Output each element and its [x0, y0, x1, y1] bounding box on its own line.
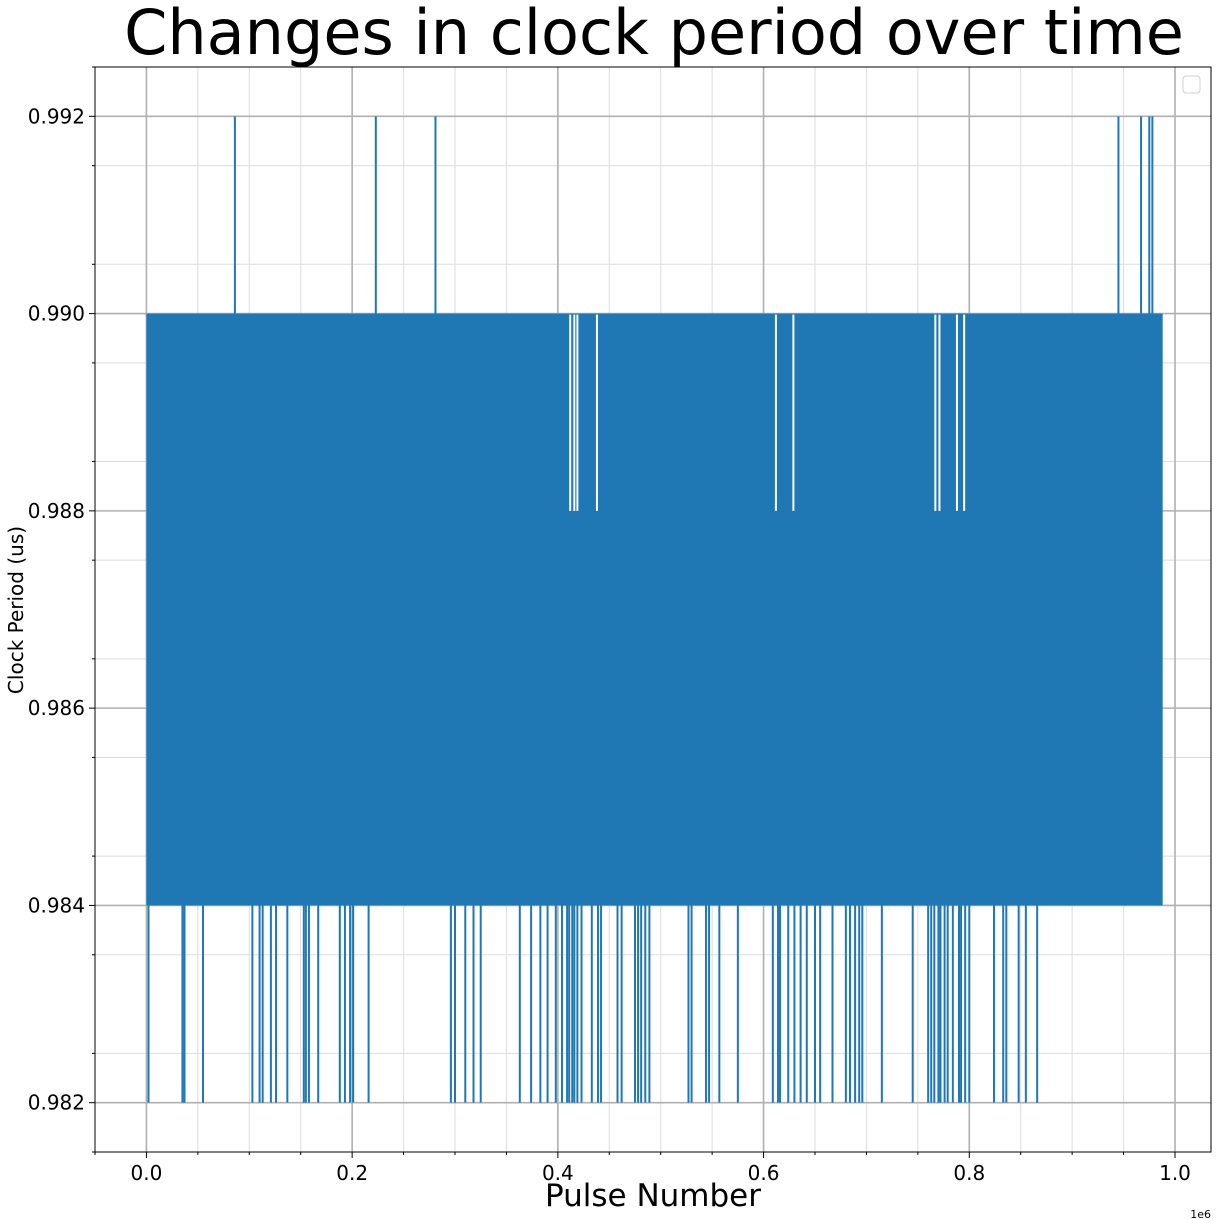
y-tick-label: 0.984 — [28, 893, 85, 917]
legend-box — [1182, 75, 1201, 94]
x-tick-label: 0.2 — [336, 1161, 368, 1185]
x-tick-label: 0.4 — [542, 1161, 574, 1185]
y-axis-label: Clock Period (us) — [4, 526, 28, 694]
y-axis-ticks: 0.982 0.984 0.986 0.988 0.990 0.992 — [28, 66, 95, 1153]
x-tick-label: 0.0 — [131, 1161, 163, 1185]
y-tick-label: 0.988 — [28, 499, 85, 523]
plot-frame — [94, 66, 1212, 1153]
series-dense-band — [146, 313, 1163, 906]
chart-title: Changes in clock period over time — [124, 0, 1184, 69]
y-tick-label: 0.982 — [28, 1091, 85, 1115]
x-axis-label: Pulse Number — [545, 1178, 761, 1214]
x-tick-label: 0.6 — [748, 1161, 780, 1185]
y-tick-label: 0.990 — [28, 302, 85, 326]
x-axis-ticks: 0.0 0.2 0.4 0.6 0.8 1.0 — [94, 1152, 1191, 1185]
series-layer — [146, 116, 1163, 1103]
x-tick-label: 1.0 — [1159, 1161, 1191, 1185]
y-tick-label: 0.992 — [28, 104, 85, 128]
y-tick-label: 0.986 — [28, 696, 85, 720]
x-offset-label: 1e6 — [1190, 1208, 1211, 1219]
x-tick-label: 0.8 — [953, 1161, 985, 1185]
